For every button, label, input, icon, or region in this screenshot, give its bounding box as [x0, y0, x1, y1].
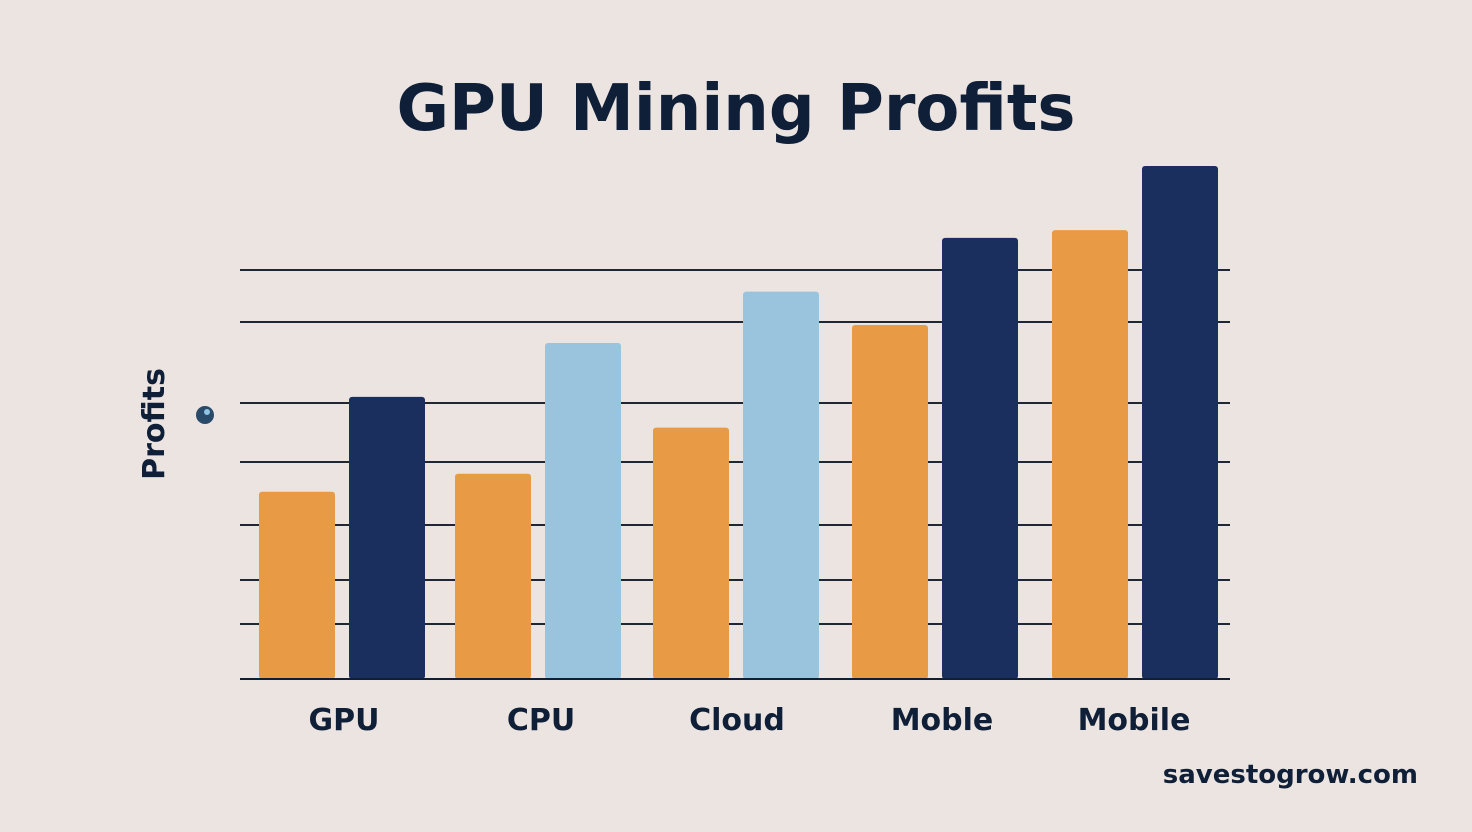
bar-mobile-2: [1142, 166, 1218, 679]
category-labels: GPU CPU Cloud Moble Mobile: [309, 703, 1191, 738]
bar-gpu-2: [349, 396, 425, 679]
chart-title: GPU Mining Profits: [396, 72, 1075, 146]
bar-gpu-1: [259, 491, 335, 679]
category-label: Mobile: [1078, 703, 1191, 738]
bar-cloud-2: [743, 291, 819, 679]
y-axis-marker-dot: [196, 406, 214, 424]
bar-moble-2: [942, 237, 1018, 679]
bars: [259, 166, 1218, 679]
category-label: Cloud: [689, 703, 785, 738]
bar-cpu-1: [455, 473, 531, 679]
y-axis-label: Profits: [137, 368, 172, 480]
category-label: GPU: [309, 703, 380, 738]
bar-cpu-2: [545, 342, 621, 679]
category-label: Moble: [891, 703, 994, 738]
category-label: CPU: [507, 703, 575, 738]
bar-moble-1: [852, 325, 928, 679]
watermark-text: savestogrow.com: [1163, 760, 1418, 790]
y-axis-marker-highlight: [204, 409, 210, 415]
bar-cloud-1: [653, 427, 729, 679]
bar-mobile-1: [1052, 230, 1128, 679]
